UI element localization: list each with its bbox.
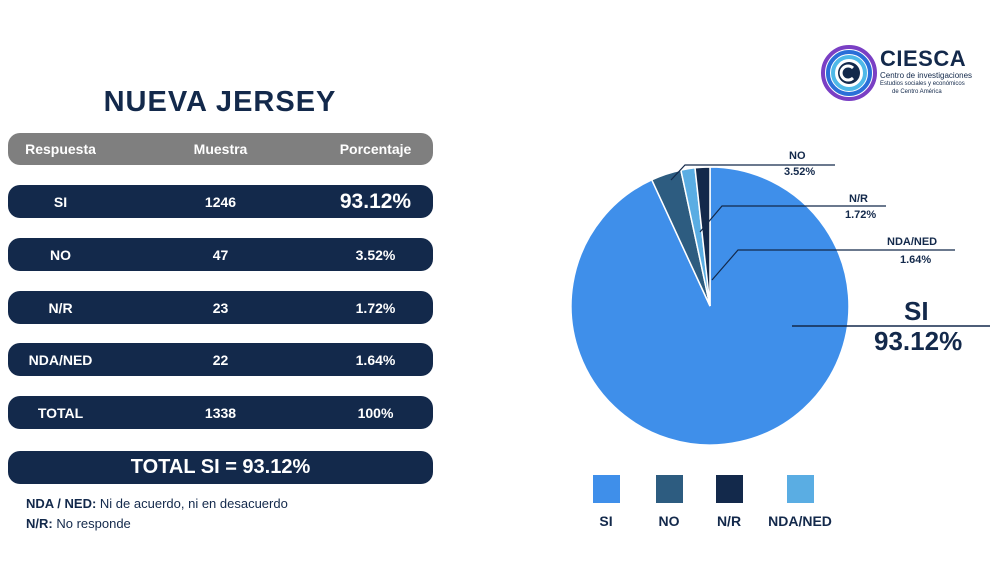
row-respuesta: SI — [53, 193, 68, 210]
note-term: N/R: — [26, 516, 53, 531]
row-respuesta: NDA/NED — [28, 351, 93, 368]
callout-value-no: 3.52% — [784, 166, 815, 178]
legend-swatch-nda-ned — [787, 475, 814, 503]
row-porcentaje: 3.52% — [355, 246, 396, 263]
header-porcentaje: Porcentaje — [339, 141, 412, 157]
logo-subtitle: Estudios sociales y económicos — [880, 81, 965, 87]
table-header: Respuesta Muestra Porcentaje — [8, 133, 433, 165]
header-respuesta: Respuesta — [25, 141, 96, 157]
callout-value-nda-ned: 1.64% — [900, 254, 931, 266]
table-row-nr: N/R 23 1.72% — [8, 291, 433, 324]
page-title: NUEVA JERSEY — [103, 86, 337, 118]
logo-subtitle: de Centro América — [892, 89, 942, 95]
legend-label-no: NO — [659, 513, 680, 529]
header-muestra: Muestra — [193, 141, 248, 157]
callout-label-no: NO — [789, 150, 806, 162]
row-porcentaje: 1.64% — [355, 351, 396, 368]
row-respuesta: NO — [50, 246, 71, 263]
table-row-no: NO 47 3.52% — [8, 238, 433, 271]
ciesca-logo: CIESCA Centro de investigaciones Estudio… — [820, 44, 980, 104]
note-nr: N/R: No responde — [26, 516, 131, 531]
logo-name: CIESCA — [880, 46, 967, 71]
row-muestra: 1246 — [204, 193, 237, 210]
ciesca-emblem-icon — [821, 45, 877, 101]
row-muestra: 23 — [212, 299, 229, 316]
table-row-si: SI 1246 93.12% — [8, 185, 433, 218]
table-row-nda-ned: NDA/NED 22 1.64% — [8, 343, 433, 376]
pie-slice-n-r — [694, 166, 711, 307]
logo-subtitle: Centro de investigaciones — [880, 71, 973, 80]
table-row-total: TOTAL 1338 100% — [8, 396, 433, 429]
callout-line-no — [670, 164, 835, 181]
row-muestra: 22 — [212, 351, 229, 368]
legend-label-n-r: N/R — [717, 513, 741, 529]
callout-label-nr: N/R — [849, 193, 868, 205]
callout-label-nda-ned: NDA/NED — [887, 236, 937, 248]
legend-swatch-n-r — [716, 475, 743, 503]
note-nda-ned: NDA / NED: Ni de acuerdo, ni en desacuer… — [26, 496, 288, 511]
row-respuesta: N/R — [48, 299, 73, 316]
row-porcentaje: 93.12% — [339, 189, 412, 213]
callout-value-si: 93.12% — [874, 326, 962, 356]
note-definition: Ni de acuerdo, ni en desacuerdo — [99, 496, 288, 511]
note-term: NDA / NED: — [26, 496, 97, 511]
legend-swatch-si — [593, 475, 620, 503]
row-porcentaje: 100% — [357, 404, 394, 421]
row-porcentaje: 1.72% — [355, 299, 396, 316]
row-respuesta: TOTAL — [37, 404, 84, 421]
legend-label-nda-ned: NDA/NED — [768, 513, 832, 529]
callout-value-nr: 1.72% — [845, 209, 876, 221]
total-si-banner: TOTAL SI = 93.12% — [8, 451, 433, 484]
row-muestra: 47 — [212, 246, 229, 263]
callout-label-si: SI — [904, 296, 929, 326]
callout-line-nr — [699, 205, 886, 233]
pie-slice-si — [570, 166, 850, 446]
legend-label-si: SI — [599, 513, 612, 529]
legend-swatch-no — [656, 475, 683, 503]
callout-line-nda-ned — [711, 249, 955, 281]
note-definition: No responde — [56, 516, 131, 531]
row-muestra: 1338 — [204, 404, 237, 421]
